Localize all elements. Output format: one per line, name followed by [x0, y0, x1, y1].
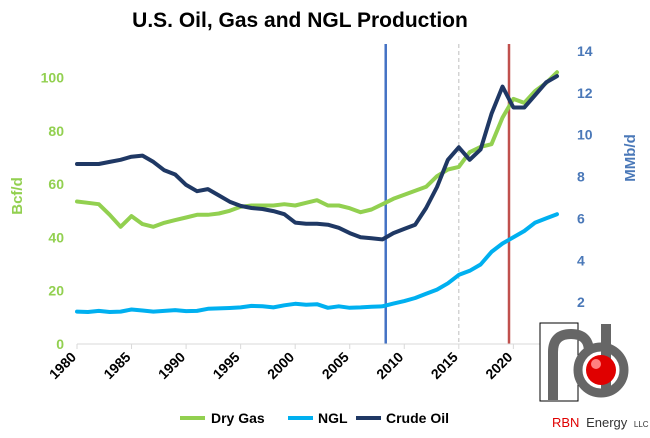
reference-lines — [384, 44, 511, 344]
logo-ball-highlight — [591, 359, 601, 369]
chart-title: U.S. Oil, Gas and NGL Production — [132, 9, 468, 32]
x-tick-label: 1985 — [100, 349, 133, 382]
legend: Dry Gas NGL Crude Oil — [180, 410, 449, 426]
left-tick-label: 100 — [41, 70, 65, 86]
rbn-energy-logo: RBN Energy LLC — [539, 322, 649, 430]
right-tick-label: 12 — [577, 85, 593, 101]
right-tick-label: 6 — [577, 210, 585, 226]
logo-r-shape — [548, 328, 594, 400]
series-line-dry-gas — [75, 70, 559, 229]
x-tick-label: 2005 — [319, 349, 352, 382]
logo-red-ball — [586, 355, 616, 385]
series-line-ngl — [75, 212, 559, 314]
legend-label-ngl: NGL — [318, 410, 348, 426]
series-lines — [75, 70, 559, 314]
right-axis-ticks: 2 4 6 8 10 12 14 — [577, 43, 593, 310]
right-tick-label: 8 — [577, 169, 585, 185]
legend-label-dry-gas: Dry Gas — [211, 410, 265, 426]
left-tick-label: 60 — [48, 176, 64, 192]
brand-name-colored: RBN — [552, 415, 579, 430]
right-tick-label: 14 — [577, 43, 593, 59]
x-tick-label: 2015 — [428, 349, 461, 382]
brand-name: RBN Energy LLC — [552, 415, 649, 430]
right-tick-label: 10 — [577, 127, 593, 143]
left-axis-label: Bcf/d — [9, 177, 26, 215]
legend-label-crude-oil: Crude Oil — [386, 410, 449, 426]
x-tick-label: 2000 — [264, 349, 297, 382]
x-tick-label: 1980 — [46, 349, 79, 382]
logo-b-bowl — [573, 342, 629, 398]
x-tick-label: 1995 — [209, 349, 242, 382]
x-axis-ticks: 1980 1985 1990 1995 2000 2005 2010 2015 2020 — [46, 344, 516, 382]
right-tick-label: 2 — [577, 294, 585, 310]
left-tick-label: 80 — [48, 123, 64, 139]
left-axis-ticks: 0 20 40 60 80 100 — [41, 70, 65, 352]
brand-name-rest: Energy — [586, 415, 628, 430]
right-tick-label: 4 — [577, 252, 585, 268]
right-axis-label: MMb/d — [622, 134, 639, 181]
x-tick-label: 1990 — [155, 349, 188, 382]
x-tick-label: 2010 — [373, 349, 406, 382]
left-tick-label: 40 — [48, 229, 64, 245]
left-tick-label: 20 — [48, 283, 64, 299]
x-tick-label: 2020 — [482, 349, 515, 382]
left-tick-label: 0 — [56, 336, 64, 352]
series-line-crude-oil — [75, 74, 559, 242]
brand-suffix: LLC — [634, 420, 649, 429]
